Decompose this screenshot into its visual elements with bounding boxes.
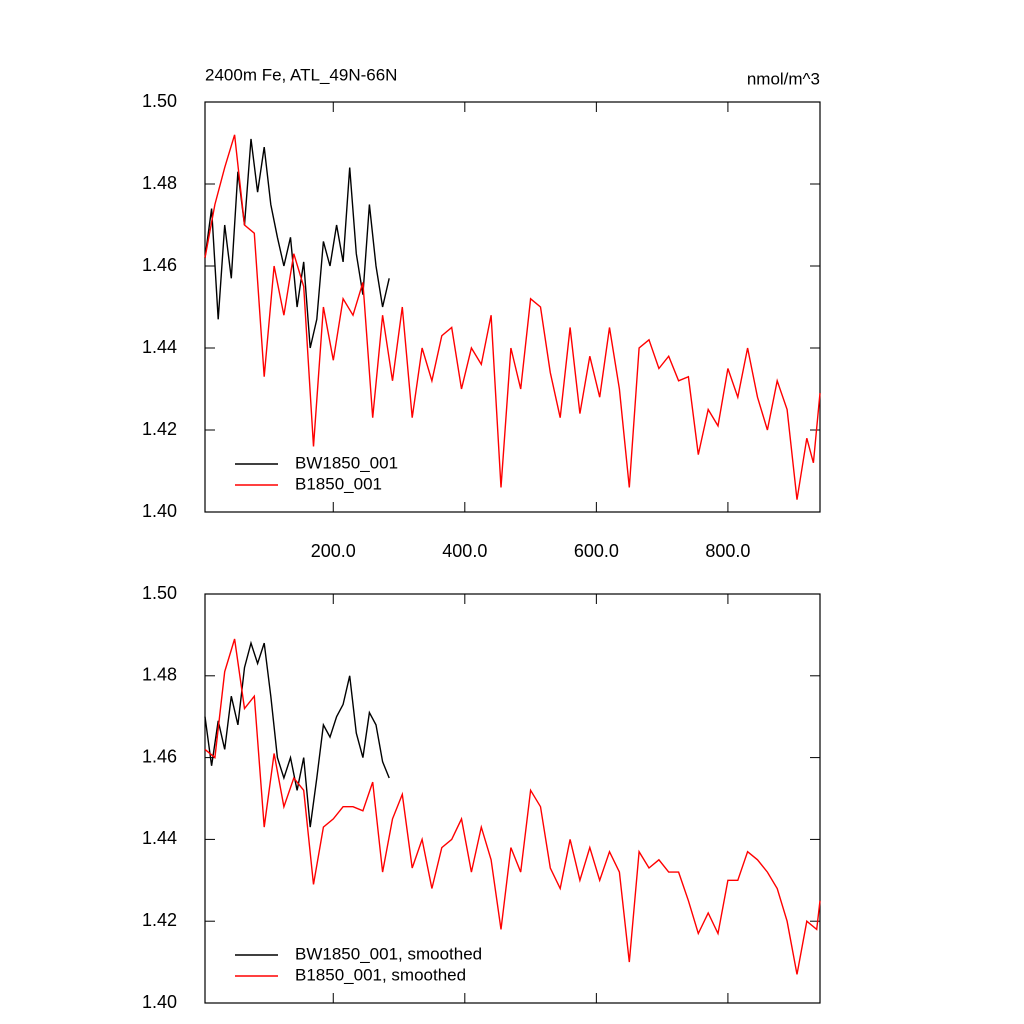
series-line [204, 638, 821, 975]
y-tick-label: 1.46 [142, 746, 177, 766]
chart-title: 2400m Fe, ATL_49N-66N [205, 65, 397, 84]
y-tick-label: 1.42 [142, 910, 177, 930]
legend-label: BW1850_001 [295, 453, 398, 472]
y-tick-label: 1.44 [142, 337, 177, 357]
legend-label: BW1850_001, smoothed [295, 944, 482, 963]
y-tick-label: 1.50 [142, 91, 177, 111]
x-tick-label: 200.0 [311, 541, 356, 561]
x-tick-label: 800.0 [705, 541, 750, 561]
units-label: nmol/m^3 [747, 69, 820, 88]
y-tick-label: 1.48 [142, 665, 177, 685]
x-tick-label: 600.0 [574, 541, 619, 561]
y-tick-label: 1.50 [142, 583, 177, 603]
y-tick-label: 1.48 [142, 173, 177, 193]
y-tick-label: 1.40 [142, 501, 177, 521]
y-tick-label: 1.46 [142, 255, 177, 275]
y-tick-label: 1.42 [142, 419, 177, 439]
legend-label: B1850_001 [295, 474, 382, 493]
plot-frame [204, 101, 821, 513]
legend-label: B1850_001, smoothed [295, 965, 466, 984]
x-tick-label: 400.0 [442, 541, 487, 561]
series-line [204, 640, 390, 828]
series-line [204, 134, 821, 500]
plot-frame [204, 593, 821, 1004]
series-line [204, 138, 390, 349]
y-tick-label: 1.40 [142, 992, 177, 1012]
y-tick-label: 1.44 [142, 828, 177, 848]
